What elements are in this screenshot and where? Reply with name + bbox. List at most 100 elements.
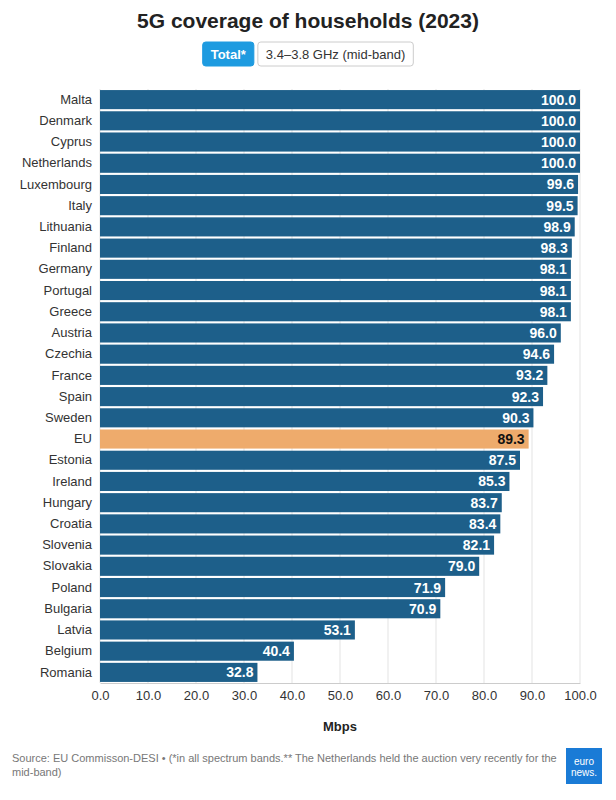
bar [100, 217, 575, 236]
y-tick-label: Poland [52, 580, 92, 595]
y-tick: Latvia [57, 622, 100, 637]
x-tick-label: 70.0 [424, 688, 449, 703]
data-label: 98.1 [540, 304, 567, 320]
data-label: 98.3 [541, 240, 568, 256]
button[interactable] [203, 42, 254, 66]
bar [100, 111, 580, 130]
y-tick-label: Cyprus [51, 134, 93, 149]
y-tick: Ireland [52, 474, 100, 489]
x-tick-label: 50.0 [328, 688, 353, 703]
bar [100, 302, 571, 321]
y-tick: Denmark [39, 113, 100, 128]
chart-svg: 5G coverage of households (2023) Total* 3.… [0, 0, 616, 800]
data-label: 92.3 [512, 389, 539, 405]
button[interactable] [258, 42, 413, 66]
x-tick-label: 60.0 [376, 688, 401, 703]
data-label: 100.0 [541, 113, 576, 129]
x-tick-label: 80.0 [472, 688, 497, 703]
y-tick-label: Portugal [44, 283, 93, 298]
logo-box [566, 748, 602, 784]
y-tick-label: Czechia [45, 346, 93, 361]
data-label: 53.1 [324, 622, 351, 638]
bar [100, 663, 257, 682]
bars [100, 90, 580, 682]
x-tick: 70.0 [424, 683, 449, 703]
y-tick: Poland [52, 580, 100, 595]
y-tick-label: Austria [52, 325, 93, 340]
y-tick-label: Greece [49, 304, 92, 319]
bar [100, 323, 561, 342]
bar [100, 239, 572, 258]
bar [100, 493, 502, 512]
y-tick: Greece [49, 304, 100, 319]
bar [100, 366, 547, 385]
button-group[interactable]: Total* [203, 42, 254, 66]
data-label: 83.4 [469, 516, 496, 532]
x-tick-label: 20.0 [184, 688, 209, 703]
y-tick: Spain [59, 389, 100, 404]
y-tick: Germany [39, 261, 100, 276]
x-tick-label: 0.0 [91, 688, 109, 703]
bar [100, 387, 543, 406]
y-tick: Italy [68, 198, 100, 213]
button-label[interactable]: Total* [211, 47, 247, 62]
y-axis: MaltaDenmarkCyprusNetherlandsLuxembourgI… [20, 92, 100, 680]
y-tick: Slovenia [42, 537, 100, 552]
x-tick: 50.0 [328, 683, 353, 703]
y-tick: EU [74, 431, 100, 446]
data-label: 96.0 [530, 325, 557, 341]
y-tick-label: Belgium [45, 643, 92, 658]
y-tick: Luxembourg [20, 177, 100, 192]
x-tick-label: 90.0 [520, 688, 545, 703]
data-label: 93.2 [516, 367, 543, 383]
y-tick-label: France [52, 368, 92, 383]
y-tick: Romania [40, 665, 100, 680]
bar [100, 408, 533, 427]
y-tick-label: Romania [40, 665, 93, 680]
data-label: 98.9 [543, 219, 570, 235]
y-tick: France [52, 368, 100, 383]
y-tick: Belgium [45, 643, 100, 658]
chart-container: 5G coverage of households (2023) Total* 3.… [0, 0, 616, 800]
data-label: 32.8 [226, 664, 253, 680]
y-tick-label: Estonia [49, 452, 93, 467]
x-tick-label: 30.0 [232, 688, 257, 703]
data-label: 85.3 [478, 473, 505, 489]
bar [100, 154, 580, 173]
data-label: 87.5 [489, 452, 516, 468]
y-tick-label: EU [74, 431, 92, 446]
y-tick: Sweden [45, 410, 100, 425]
bar [100, 345, 554, 364]
data-label: 99.5 [546, 198, 573, 214]
y-tick: Hungary [43, 495, 100, 510]
data-label: 79.0 [448, 558, 475, 574]
bar [100, 514, 500, 533]
notes: Source: EU Commisson-DESI • (*in all spe… [12, 752, 557, 778]
button-label[interactable]: 3.4–3.8 GHz (mid-band) [266, 47, 405, 62]
data-label: 70.9 [409, 601, 436, 617]
x-tick-label: 10.0 [136, 688, 161, 703]
data-label: 89.3 [497, 431, 524, 447]
y-tick-label: Luxembourg [20, 177, 92, 192]
background [0, 0, 616, 800]
y-tick: Austria [52, 325, 100, 340]
y-tick-label: Ireland [52, 474, 92, 489]
data-label: 98.1 [540, 261, 567, 277]
y-tick-label: Croatia [50, 516, 93, 531]
button-group[interactable]: 3.4–3.8 GHz (mid-band) [258, 42, 413, 66]
x-tick: 80.0 [472, 683, 497, 703]
x-tick-label: 100.0 [564, 688, 597, 703]
x-tick: 40.0 [280, 683, 305, 703]
bar [100, 429, 529, 448]
bar [100, 536, 494, 555]
y-tick-label: Latvia [57, 622, 92, 637]
y-tick: Estonia [49, 452, 100, 467]
data-label: 90.3 [502, 410, 529, 426]
y-tick-label: Lithuania [39, 219, 93, 234]
y-tick-label: Hungary [43, 495, 93, 510]
bar [100, 281, 571, 300]
y-tick-label: Netherlands [22, 155, 93, 170]
data-label: 98.1 [540, 283, 567, 299]
data-label: 100.0 [541, 92, 576, 108]
title: 5G coverage of households (2023) [137, 9, 479, 32]
